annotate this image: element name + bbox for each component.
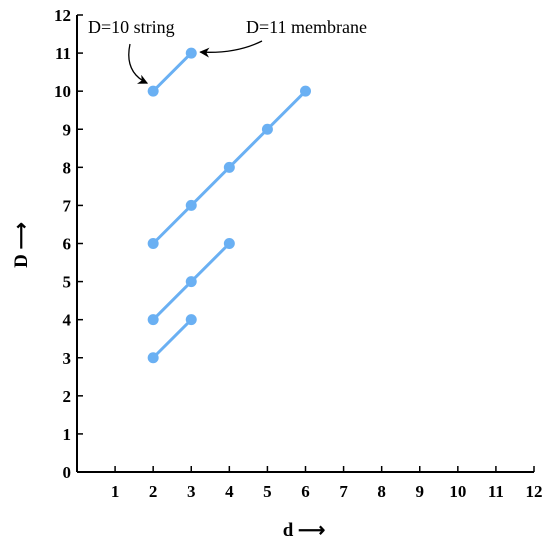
y-tick-label: 10	[54, 82, 71, 101]
data-point	[261, 123, 273, 135]
y-tick-label: 5	[63, 273, 72, 292]
series-line	[151, 51, 193, 93]
x-tick-label: 2	[149, 482, 158, 501]
x-tick-label: 7	[339, 482, 348, 501]
y-tick-label: 4	[63, 311, 72, 330]
x-tick-label: 5	[263, 482, 272, 501]
series-3	[147, 238, 235, 326]
y-tick-label: 0	[63, 463, 72, 482]
x-tick-label: 3	[187, 482, 196, 501]
y-tick-label: 3	[63, 349, 72, 368]
data-point	[185, 199, 197, 211]
x-tick-label: 12	[526, 482, 543, 501]
annotation-arrow	[128, 43, 149, 84]
data-point	[223, 238, 235, 249]
x-tick-label: 10	[449, 482, 466, 501]
annotation-arrow	[199, 40, 263, 58]
y-tick-label: 9	[63, 120, 72, 139]
data-point	[147, 314, 159, 326]
data-point	[147, 85, 159, 97]
data-point	[223, 161, 235, 173]
x-tick-label: 6	[301, 482, 310, 501]
series-2	[147, 85, 311, 249]
x-tick-label: 1	[111, 482, 120, 501]
annotations: D=10 string D=11 membrane	[88, 17, 367, 84]
data-point	[147, 238, 159, 249]
data-point	[147, 352, 159, 364]
y-tick-label: 7	[63, 196, 72, 215]
y-tick-label: 12	[54, 6, 71, 25]
x-axis-label: d ⟶	[283, 520, 326, 541]
series-layer	[147, 47, 311, 364]
series-line	[151, 318, 193, 360]
annotation-label: D=10 string	[88, 17, 175, 37]
y-axis-label: D ⟶	[11, 222, 32, 268]
data-point	[185, 47, 197, 59]
series-1	[147, 47, 197, 97]
y-tick-label: 1	[63, 425, 72, 444]
data-point	[300, 85, 311, 97]
y-tick-label: 6	[63, 235, 72, 254]
x-tick-label: 9	[416, 482, 425, 501]
series-4	[147, 314, 197, 364]
annotation-label: D=11 membrane	[246, 17, 367, 37]
y-tick-label: 2	[63, 387, 72, 406]
data-point	[185, 276, 197, 288]
x-tick-label: 8	[377, 482, 386, 501]
x-tick-label: 4	[225, 482, 234, 501]
y-tick-label: 8	[63, 158, 72, 177]
data-point	[185, 314, 197, 326]
x-tick-label: 11	[488, 482, 504, 501]
y-tick-label: 11	[55, 44, 71, 63]
